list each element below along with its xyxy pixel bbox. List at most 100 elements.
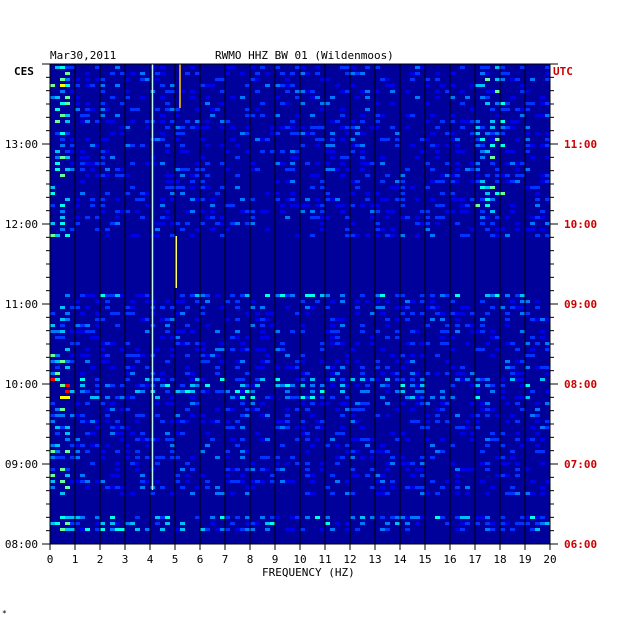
spectrogram-cell bbox=[230, 138, 235, 141]
spectrogram-cell bbox=[545, 390, 550, 393]
spectrogram-cell bbox=[405, 462, 410, 465]
spectrogram-cell bbox=[235, 72, 240, 75]
spectrogram-cell bbox=[160, 84, 165, 87]
spectrogram-cell bbox=[530, 312, 535, 315]
spectrogram-cell bbox=[520, 378, 525, 381]
spectrogram-cell bbox=[385, 528, 390, 531]
spectrogram-cell bbox=[155, 402, 160, 405]
spectrogram-cell bbox=[250, 456, 255, 459]
spectrogram-cell bbox=[545, 144, 550, 147]
spectrogram-cell bbox=[420, 456, 425, 459]
spectrogram-cell bbox=[415, 96, 420, 99]
spectrogram-cell bbox=[65, 348, 70, 351]
spectrogram-cell bbox=[265, 66, 270, 69]
spectrogram-cell bbox=[410, 102, 415, 105]
spectrogram-cell bbox=[210, 348, 215, 351]
spectrogram-cell bbox=[285, 492, 290, 495]
spectrogram-cell bbox=[130, 312, 135, 315]
spectrogram-cell bbox=[425, 108, 430, 111]
spectrogram-cell bbox=[415, 522, 420, 525]
spectrogram-cell bbox=[120, 492, 125, 495]
spectrogram-cell bbox=[115, 420, 120, 423]
spectrogram-cell bbox=[285, 366, 290, 369]
spectrogram-cell bbox=[510, 456, 515, 459]
spectrogram-cell bbox=[395, 312, 400, 315]
spectrogram-cell bbox=[325, 138, 330, 141]
spectrogram-cell bbox=[520, 102, 525, 105]
spectrogram-cell bbox=[195, 72, 200, 75]
spectrogram-cell bbox=[450, 210, 455, 213]
spectrogram-cell bbox=[210, 420, 215, 423]
spectrogram-cell bbox=[105, 228, 110, 231]
spectrogram-cell bbox=[185, 306, 190, 309]
spectrogram-cell bbox=[450, 162, 455, 165]
spectrogram-cell bbox=[50, 360, 55, 363]
spectrogram-cell bbox=[90, 366, 95, 369]
spectrogram-cell bbox=[450, 336, 455, 339]
spectrogram-cell bbox=[320, 228, 325, 231]
spectrogram-cell bbox=[360, 156, 365, 159]
spectrogram-cell bbox=[490, 324, 495, 327]
spectrogram-cell bbox=[330, 366, 335, 369]
spectrogram-cell bbox=[255, 174, 260, 177]
spectrogram-cell bbox=[265, 318, 270, 321]
spectrogram-cell bbox=[365, 96, 370, 99]
spectrogram-cell bbox=[385, 312, 390, 315]
spectrogram-cell bbox=[190, 66, 195, 69]
spectrogram-cell bbox=[245, 228, 250, 231]
spectrogram-cell bbox=[305, 396, 310, 399]
spectrogram-cell bbox=[55, 66, 60, 69]
spectrogram-cell bbox=[310, 414, 315, 417]
spectrogram-cell bbox=[535, 216, 540, 219]
spectrogram-cell bbox=[260, 378, 265, 381]
spectrogram-cell bbox=[130, 114, 135, 117]
spectrogram-cell bbox=[405, 342, 410, 345]
spectrogram-cell bbox=[480, 318, 485, 321]
spectrogram-cell bbox=[110, 312, 115, 315]
spectrogram-cell bbox=[75, 78, 80, 81]
spectrogram-cell bbox=[330, 318, 335, 321]
spectrogram-cell bbox=[385, 414, 390, 417]
spectrogram-cell bbox=[390, 468, 395, 471]
spectrogram-cell bbox=[295, 90, 300, 93]
spectrogram-cell bbox=[350, 468, 355, 471]
spectrogram-cell bbox=[105, 174, 110, 177]
spectrogram-cell bbox=[495, 336, 500, 339]
spectrogram-cell bbox=[480, 96, 485, 99]
x-tick-label: 20 bbox=[543, 553, 556, 566]
spectrogram-cell bbox=[80, 324, 85, 327]
spectrogram-cell bbox=[480, 198, 485, 201]
spectrogram-cell bbox=[120, 438, 125, 441]
spectrogram-cell bbox=[145, 318, 150, 321]
spectrogram-cell bbox=[125, 306, 130, 309]
spectrogram-cell bbox=[210, 522, 215, 525]
spectrogram-cell bbox=[90, 162, 95, 165]
spectrogram-cell bbox=[195, 168, 200, 171]
spectrogram-cell bbox=[335, 168, 340, 171]
spectrogram-cell bbox=[430, 132, 435, 135]
spectrogram-cell bbox=[320, 210, 325, 213]
spectrogram-cell bbox=[80, 294, 85, 297]
spectrogram-cell bbox=[175, 336, 180, 339]
spectrogram-cell bbox=[365, 114, 370, 117]
spectrogram-cell bbox=[315, 300, 320, 303]
spectrogram-cell bbox=[470, 228, 475, 231]
spectrogram-cell bbox=[250, 300, 255, 303]
spectrogram-cell bbox=[365, 312, 370, 315]
spectrogram-cell bbox=[130, 306, 135, 309]
spectrogram-cell bbox=[545, 84, 550, 87]
spectrogram-cell bbox=[485, 444, 490, 447]
spectrogram-cell bbox=[125, 378, 130, 381]
spectrogram-cell bbox=[525, 126, 530, 129]
spectrogram-cell bbox=[255, 336, 260, 339]
spectrogram-cell bbox=[65, 234, 70, 237]
spectrogram-cell bbox=[75, 342, 80, 345]
spectrogram-cell bbox=[455, 114, 460, 117]
spectrogram-cell bbox=[500, 474, 505, 477]
spectrogram-cell bbox=[120, 174, 125, 177]
spectrogram-cell bbox=[340, 114, 345, 117]
spectrogram-cell bbox=[300, 462, 305, 465]
spectrogram-cell bbox=[400, 378, 405, 381]
spectrogram-cell bbox=[50, 372, 55, 375]
spectrogram-cell bbox=[405, 456, 410, 459]
